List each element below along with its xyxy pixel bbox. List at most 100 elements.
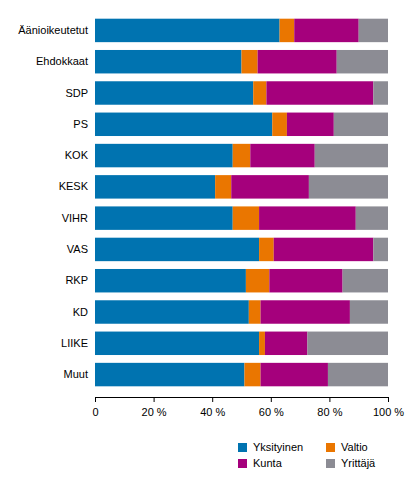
bar	[215, 175, 231, 198]
tick: Äänioikeutetut	[18, 24, 88, 36]
tick-mark	[154, 397, 155, 402]
category-label: VIHR	[62, 212, 88, 224]
bar	[95, 206, 233, 229]
bar	[356, 206, 388, 229]
bar	[259, 332, 265, 355]
tick: RKP	[65, 274, 88, 286]
series	[95, 19, 280, 387]
category-label: SDP	[65, 87, 88, 99]
legend-swatch	[326, 443, 335, 452]
legend-item: Yksityinen	[238, 441, 303, 453]
tick-mark	[388, 397, 389, 402]
bars	[95, 19, 388, 387]
x-axis: 0 20 % 40 % 60 % 80 % 100 %	[92, 397, 404, 418]
bar	[334, 113, 388, 136]
bar	[294, 19, 358, 42]
tick-label: 20 %	[142, 406, 167, 418]
bar	[266, 81, 373, 104]
category-label: PS	[73, 118, 88, 130]
bar	[261, 363, 328, 386]
legend-swatch	[238, 443, 247, 452]
legend-swatch	[326, 459, 335, 468]
bar	[244, 363, 260, 386]
tick: PS	[73, 118, 88, 130]
bar	[265, 332, 307, 355]
bar	[272, 113, 287, 136]
bar	[249, 300, 261, 323]
tick: Ehdokkaat	[36, 55, 88, 67]
category-label: KESK	[59, 180, 89, 192]
tick: 40 %	[200, 397, 225, 418]
y-axis: Äänioikeutetut Ehdokkaat SDP PS KOK KESK VIHR V…	[18, 24, 88, 380]
legend-label: Yksityinen	[253, 441, 303, 453]
bar	[95, 50, 242, 73]
tick-mark	[271, 397, 272, 402]
category-label: LIIKE	[61, 337, 88, 349]
bar	[233, 206, 259, 229]
legend-item: Valtio	[326, 441, 368, 453]
bar	[250, 144, 314, 167]
bar	[259, 238, 274, 261]
tick: KD	[73, 306, 88, 318]
tick: 0	[92, 397, 98, 418]
tick: 60 %	[259, 397, 284, 418]
tick-mark	[95, 397, 96, 402]
tick-label: 40 %	[200, 406, 225, 418]
tick-label: 100 %	[373, 406, 404, 418]
tick: 100 %	[373, 397, 404, 418]
bar	[343, 269, 388, 292]
bar	[231, 175, 309, 198]
bar	[95, 81, 253, 104]
tick: KESK	[59, 180, 89, 192]
legend-label: Valtio	[341, 441, 368, 453]
series	[307, 19, 388, 387]
bar	[350, 300, 388, 323]
series	[231, 19, 373, 387]
bar	[315, 144, 388, 167]
legend-label: Yrittäjä	[341, 457, 376, 469]
bar	[287, 113, 334, 136]
bar	[95, 238, 259, 261]
category-label: KD	[73, 306, 88, 318]
category-label: KOK	[65, 149, 89, 161]
tick: VIHR	[62, 212, 88, 224]
bar	[259, 206, 356, 229]
bar	[309, 175, 388, 198]
bar	[274, 238, 374, 261]
bar	[359, 19, 388, 42]
category-label: Muut	[64, 368, 88, 380]
tick: VAS	[67, 243, 88, 255]
tick: Muut	[64, 368, 88, 380]
tick-label: 80 %	[317, 406, 342, 418]
bar	[261, 300, 350, 323]
bar	[95, 269, 246, 292]
bar	[95, 144, 233, 167]
plot: 0 20 % 40 % 60 % 80 % 100 % Äänioikeutetut Ehdo…	[18, 19, 404, 418]
bar	[95, 300, 249, 323]
legend-item: Yrittäjä	[326, 457, 376, 469]
category-label: RKP	[65, 274, 88, 286]
bar	[233, 144, 251, 167]
bar	[373, 81, 388, 104]
bar	[373, 238, 388, 261]
bar	[258, 50, 337, 73]
tick-mark	[329, 397, 330, 402]
tick: LIIKE	[61, 337, 88, 349]
tick-label: 0	[92, 406, 98, 418]
bar	[269, 269, 342, 292]
tick-mark	[212, 397, 213, 402]
bar	[95, 332, 259, 355]
tick: 20 %	[142, 397, 167, 418]
bar	[95, 175, 215, 198]
category-label: Äänioikeutetut	[18, 24, 88, 36]
bar	[95, 363, 244, 386]
tick: SDP	[65, 87, 88, 99]
tick: KOK	[65, 149, 89, 161]
chart: 0 20 % 40 % 60 % 80 % 100 % Äänioikeutetut Ehdo…	[0, 0, 416, 491]
legend-swatch	[238, 459, 247, 468]
series	[215, 19, 294, 387]
category-label: Ehdokkaat	[36, 55, 88, 67]
bar	[337, 50, 388, 73]
bar	[253, 81, 266, 104]
bar	[280, 19, 295, 42]
